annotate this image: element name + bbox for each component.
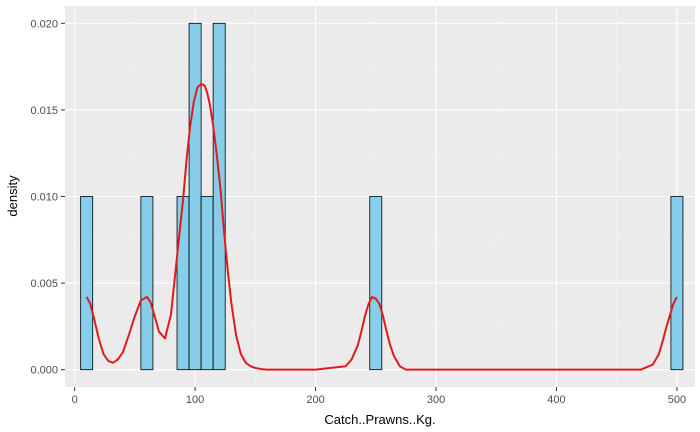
density-curve (85, 82, 678, 371)
y-axis-title: density (5, 175, 20, 217)
histogram-bar (670, 196, 684, 371)
x-tick-label: 200 (306, 394, 324, 406)
x-tick-label: 500 (668, 394, 686, 406)
x-axis: 0 100 200 300 400 500 (72, 387, 686, 406)
histogram-bar (212, 22, 226, 371)
y-tick-label: 0.010 (30, 192, 58, 204)
y-tick-label: 0.020 (30, 18, 58, 30)
y-tick-label: 0.005 (30, 278, 58, 290)
y-tick-label: 0.015 (30, 105, 58, 117)
histogram-bar (369, 196, 383, 371)
histogram-bar (200, 196, 214, 371)
x-tick-label: 100 (186, 394, 204, 406)
histogram-bar (80, 196, 94, 371)
y-axis: 0.000 0.005 0.010 0.015 0.020 (30, 18, 65, 377)
histogram-bar (176, 196, 190, 371)
x-tick-label: 400 (547, 394, 565, 406)
histogram-bar (140, 196, 154, 371)
x-axis-title: Catch..Prawns..Kg. (324, 412, 435, 427)
x-tick-label: 0 (72, 394, 78, 406)
y-tick-label: 0.000 (30, 365, 58, 377)
x-tick-label: 300 (427, 394, 445, 406)
histogram-bar (188, 22, 202, 371)
